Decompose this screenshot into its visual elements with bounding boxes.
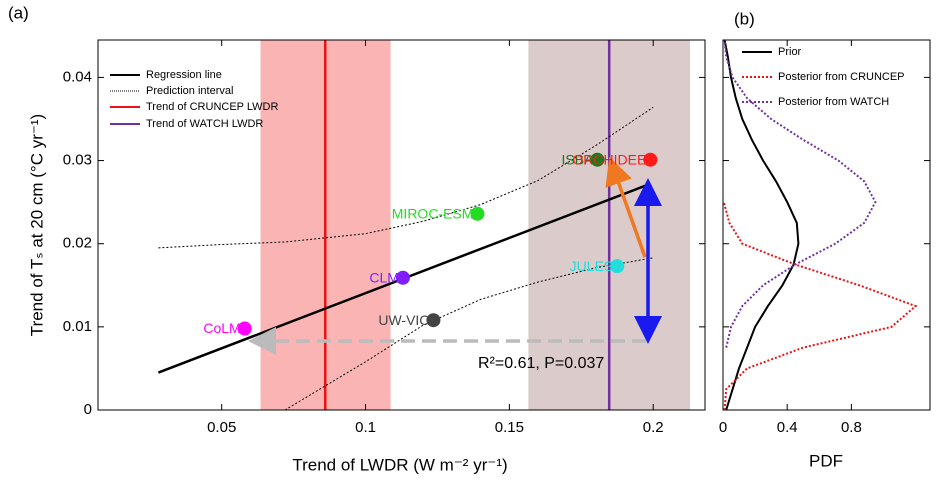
panel-label: (b)	[734, 9, 755, 28]
y-tick-label: 0.02	[63, 235, 92, 252]
prediction-interval	[284, 257, 654, 411]
legend-label: Trend of CRUNCEP LWDR	[146, 101, 278, 113]
model-point	[237, 321, 252, 336]
x-axis-label: PDF	[809, 451, 843, 470]
pdf-curve	[723, 39, 877, 348]
legend-label: Posterior from WATCH	[778, 96, 889, 108]
legend-label: Posterior from CRUNCEP	[778, 71, 905, 83]
point-label: CLM	[369, 270, 399, 286]
y-tick-label: 0.03	[63, 152, 92, 169]
x-tick-label: 0	[719, 419, 727, 436]
pdf-curve	[723, 39, 800, 411]
y-tick-label: 0	[84, 401, 92, 418]
legend-label: Trend of WATCH LWDR	[146, 118, 263, 130]
x-tick-label: 0.2	[643, 419, 664, 436]
x-tick-label: 0.15	[495, 419, 524, 436]
point-label: UW-VIC	[378, 312, 429, 328]
y-tick-label: 0.01	[63, 318, 92, 335]
legend-label: Prediction interval	[146, 85, 233, 97]
model-point	[395, 270, 410, 285]
point-label: ISBA	[562, 151, 595, 167]
legend-label: Prior	[778, 46, 802, 58]
prediction-interval	[158, 106, 654, 249]
arrows	[248, 156, 662, 355]
legend-label: Regression line	[146, 69, 222, 81]
annotation: R²=0.61, P=0.037	[478, 355, 604, 372]
x-tick-label: 0.05	[207, 419, 236, 436]
plot-frame	[722, 39, 931, 411]
model-point	[643, 152, 658, 167]
x-tick-label: 0.4	[777, 419, 798, 436]
point-label: ORCHIDEE	[572, 151, 646, 167]
y-tick-label: 0.04	[63, 68, 92, 85]
model-point	[426, 313, 441, 328]
model-point	[590, 152, 605, 167]
x-tick-label: 0.1	[355, 419, 376, 436]
panel-label: (a)	[8, 3, 29, 22]
pdf-curve	[722, 201, 918, 411]
point-label: CoLM	[203, 320, 240, 336]
x-tick-label: 0.8	[841, 419, 862, 436]
x-axis-label: Trend of LWDR (W m⁻² yr⁻¹)	[292, 455, 507, 474]
model-point	[610, 259, 625, 274]
y-axis-label: Trend of Tₛ at 20 cm (°C yr⁻¹)	[27, 114, 46, 336]
model-point	[470, 206, 485, 221]
plot-frame	[97, 39, 706, 411]
point-label: JULES	[570, 258, 614, 274]
point-label: MIROC-ESM	[392, 205, 474, 221]
